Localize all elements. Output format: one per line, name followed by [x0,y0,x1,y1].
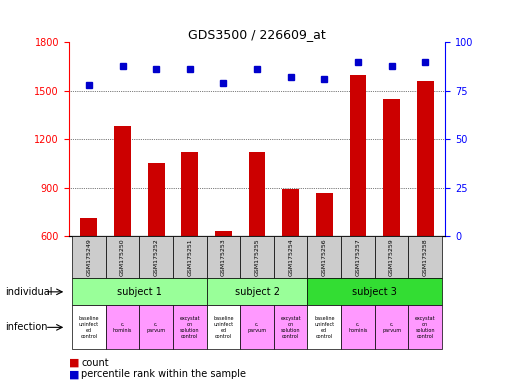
Text: subject 1: subject 1 [117,287,162,297]
Text: excystat
on
solution
control: excystat on solution control [180,316,200,339]
Text: GSM175253: GSM175253 [221,238,226,276]
Text: GSM175252: GSM175252 [154,238,159,276]
Text: c.
parvum: c. parvum [247,322,267,333]
Text: GSM175259: GSM175259 [389,238,394,276]
Text: GSM175250: GSM175250 [120,238,125,276]
Text: excystat
on
solution
control: excystat on solution control [415,316,436,339]
Bar [148,164,164,236]
Text: c.
parvum: c. parvum [382,322,401,333]
Text: individual: individual [5,287,52,297]
Text: GSM175257: GSM175257 [355,238,360,276]
Bar [282,189,299,236]
Bar [417,81,434,236]
Text: infection: infection [5,322,47,333]
Bar [248,152,266,236]
Text: GSM175254: GSM175254 [288,238,293,276]
Text: baseline
uninfect
ed
control: baseline uninfect ed control [79,316,99,339]
Text: c.
hominis: c. hominis [348,322,367,333]
Text: excystat
on
solution
control: excystat on solution control [280,316,301,339]
Text: baseline
uninfect
ed
control: baseline uninfect ed control [314,316,334,339]
Text: GSM175255: GSM175255 [254,238,260,276]
Bar [350,74,366,236]
Title: GDS3500 / 226609_at: GDS3500 / 226609_at [188,28,326,41]
Bar [383,99,400,236]
Bar [114,126,131,236]
Bar [215,230,232,236]
Text: subject 3: subject 3 [352,287,397,297]
Bar [80,218,97,236]
Text: percentile rank within the sample: percentile rank within the sample [81,369,246,379]
Text: GSM175249: GSM175249 [87,238,92,276]
Text: GSM175251: GSM175251 [187,238,192,276]
Text: count: count [81,358,109,368]
Text: ■: ■ [69,358,79,368]
Text: ■: ■ [69,369,79,379]
Text: subject 2: subject 2 [235,287,279,297]
Text: c.
hominis: c. hominis [113,322,132,333]
Bar [181,152,198,236]
Text: GSM175258: GSM175258 [422,238,428,276]
Text: GSM175256: GSM175256 [322,238,327,276]
Text: c.
parvum: c. parvum [147,322,166,333]
Text: baseline
uninfect
ed
control: baseline uninfect ed control [213,316,234,339]
Bar [316,192,333,236]
